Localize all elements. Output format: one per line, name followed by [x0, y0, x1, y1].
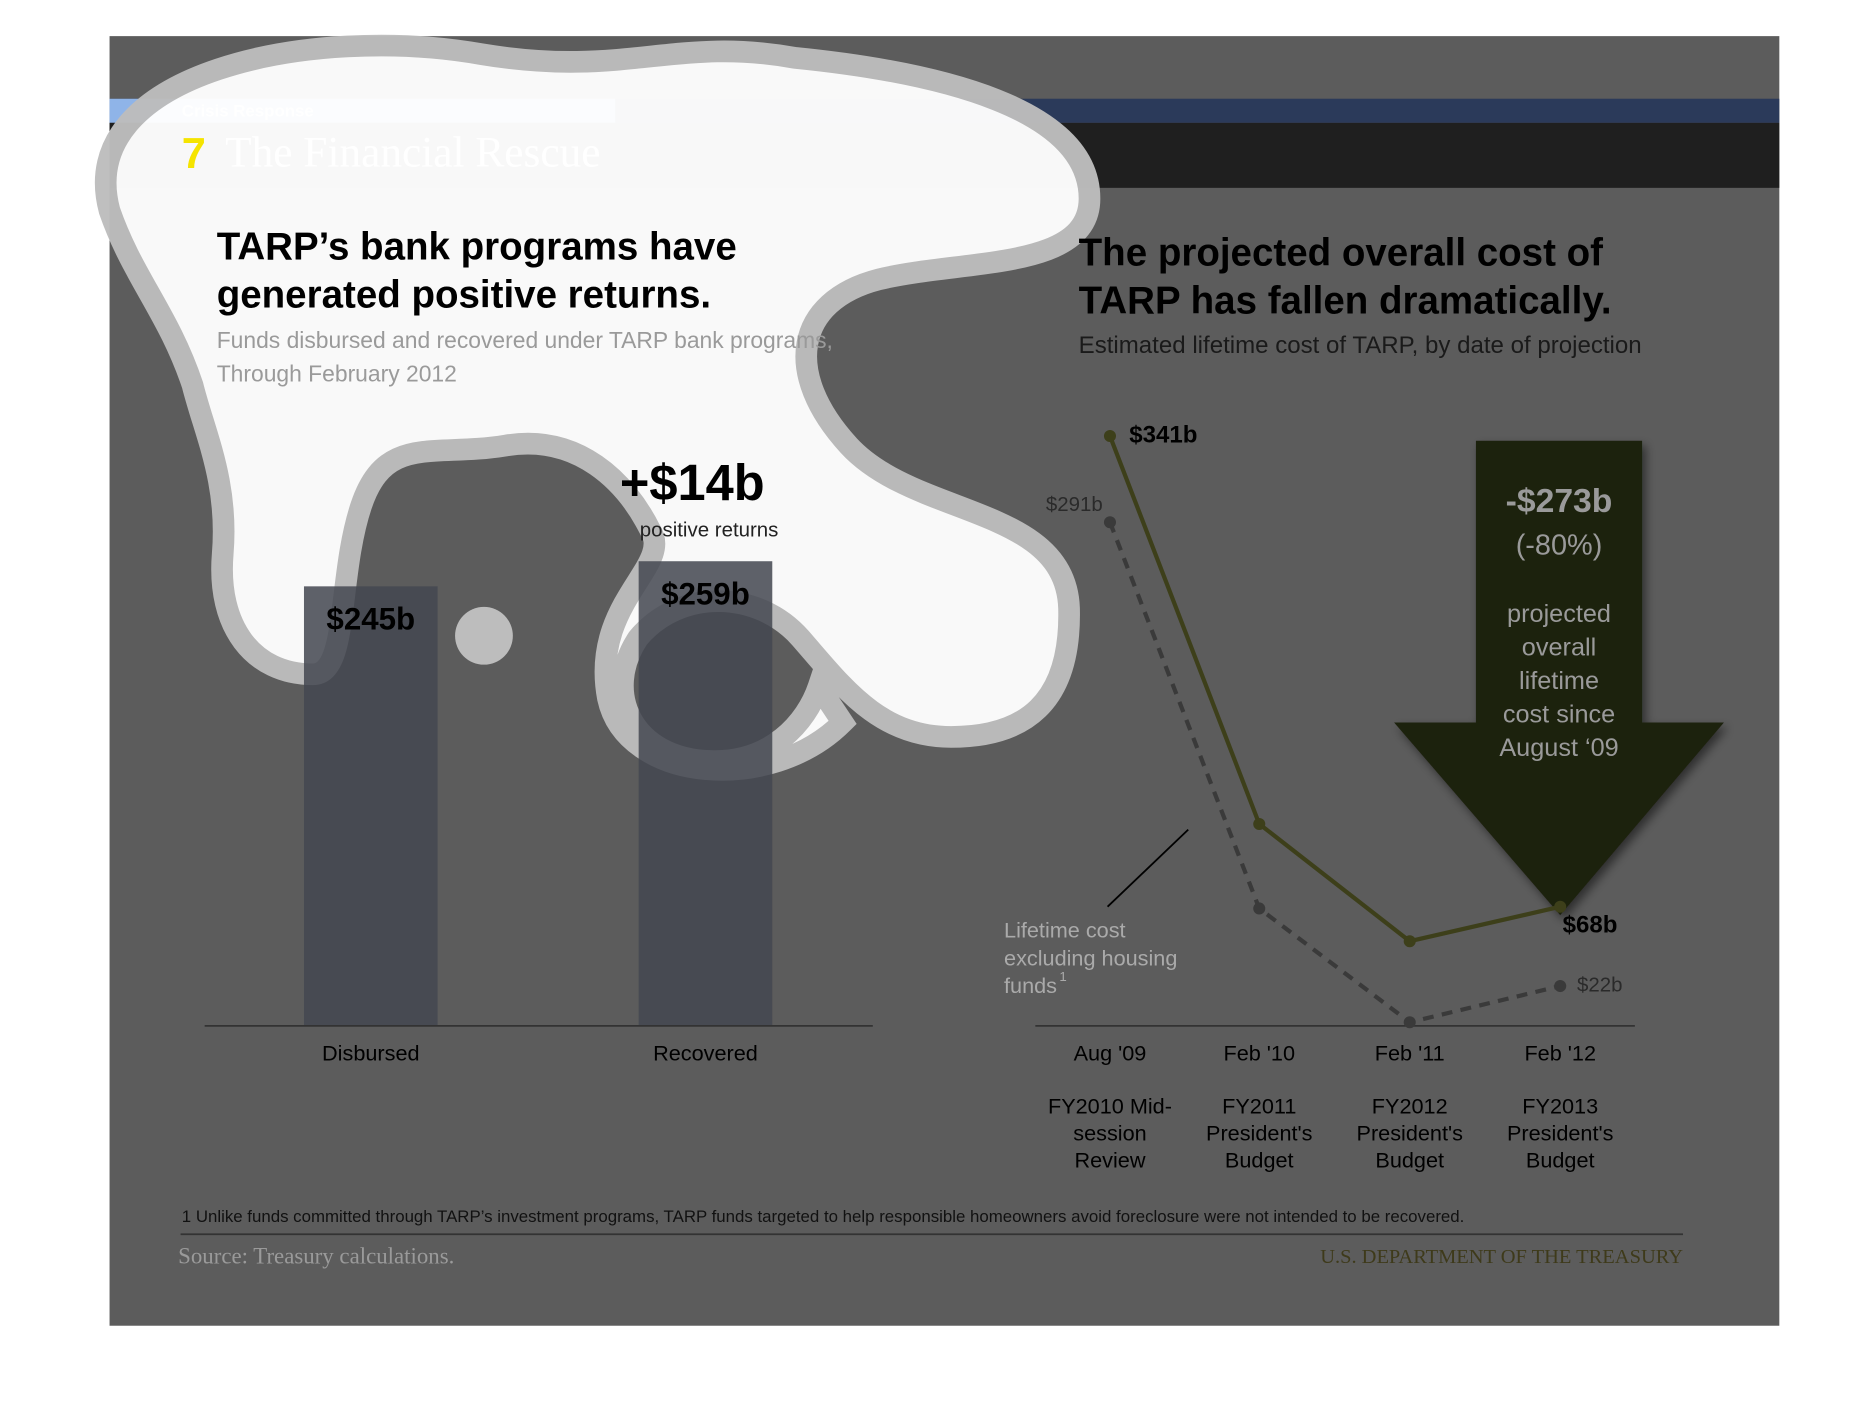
value-label: $291b — [1046, 493, 1103, 516]
series-line — [1108, 521, 1561, 1025]
section-label: Crisis Response — [182, 101, 314, 120]
chart-subtitle: Estimated lifetime cost of TARP, by date… — [1079, 332, 1642, 359]
series-label-note: 1 — [1059, 969, 1066, 984]
decline-arrow — [1394, 440, 1724, 916]
x-sublabel: Budget — [1526, 1148, 1595, 1173]
x-sublabel: FY2010 Mid- — [1048, 1094, 1172, 1119]
x-tick-label: Feb '10 — [1223, 1041, 1295, 1066]
x-sublabel: session — [1073, 1121, 1146, 1146]
x-sublabel: Review — [1074, 1148, 1145, 1173]
brand: U.S. DEPARTMENT OF THE TREASURY — [1320, 1246, 1683, 1268]
value-label: $245b — [326, 602, 415, 637]
overlay-dot — [455, 606, 513, 665]
annotation: +$14b — [620, 454, 765, 511]
section-number: 7 — [182, 130, 206, 178]
value-label: $68b — [1563, 911, 1618, 938]
x-sublabel: President's — [1507, 1121, 1614, 1146]
point — [1253, 902, 1266, 915]
annotation-sub: positive returns — [640, 518, 779, 541]
value-label: $259b — [661, 576, 750, 611]
chart-title: The projected overall cost of — [1079, 231, 1603, 274]
chart-subtitle: Funds disbursed and recovered under TARP… — [217, 327, 833, 353]
series-label: excluding housing — [1004, 945, 1177, 970]
arrow-value: -$273b — [1506, 482, 1613, 520]
value-label: $341b — [1129, 421, 1197, 448]
x-sublabel: FY2013 — [1522, 1094, 1598, 1119]
chart-subtitle: Through February 2012 — [217, 361, 457, 387]
x-sublabel: Budget — [1225, 1148, 1294, 1173]
series-label: funds — [1004, 973, 1057, 998]
x-sublabel: President's — [1357, 1121, 1464, 1146]
x-sublabel: FY2011 — [1222, 1094, 1296, 1119]
arrow-text: overall — [1522, 633, 1596, 661]
x-tick-label: Feb '11 — [1375, 1041, 1445, 1066]
arrow-text: lifetime — [1519, 667, 1599, 695]
x-sublabel: Budget — [1375, 1148, 1444, 1173]
page-title: The Financial Rescue — [225, 128, 600, 176]
arrow-text: projected — [1507, 600, 1611, 628]
point — [1554, 900, 1567, 913]
point — [1554, 980, 1567, 993]
x-tick-label: Disbursed — [322, 1041, 419, 1066]
x-sublabel: FY2012 — [1372, 1094, 1448, 1119]
point — [1103, 516, 1116, 529]
x-sublabel: President's — [1206, 1121, 1313, 1146]
arrow-percent: (-80%) — [1516, 529, 1603, 561]
arrow-text: cost since — [1503, 700, 1615, 728]
footnote: 1 Unlike funds committed through TARP’s … — [182, 1207, 1465, 1226]
point — [1403, 935, 1416, 948]
value-label: $22b — [1577, 973, 1623, 996]
arrow-text: August ‘09 — [1499, 734, 1618, 762]
chart-title: TARP’s bank programs have — [217, 225, 737, 268]
bar — [303, 586, 438, 1026]
point — [1403, 1016, 1416, 1029]
source: Source: Treasury calculations. — [178, 1244, 454, 1269]
chart-title: generated positive returns. — [217, 274, 711, 317]
x-tick-label: Recovered — [653, 1041, 758, 1066]
series-label: Lifetime cost — [1004, 918, 1126, 943]
series-line — [1108, 435, 1561, 944]
point — [1253, 817, 1266, 830]
x-tick-label: Aug '09 — [1074, 1041, 1147, 1066]
chart-title: TARP has fallen dramatically. — [1079, 280, 1612, 323]
leader-line — [1106, 828, 1189, 908]
point — [1103, 429, 1116, 443]
x-tick-label: Feb '12 — [1524, 1041, 1596, 1066]
bar — [638, 561, 773, 1026]
